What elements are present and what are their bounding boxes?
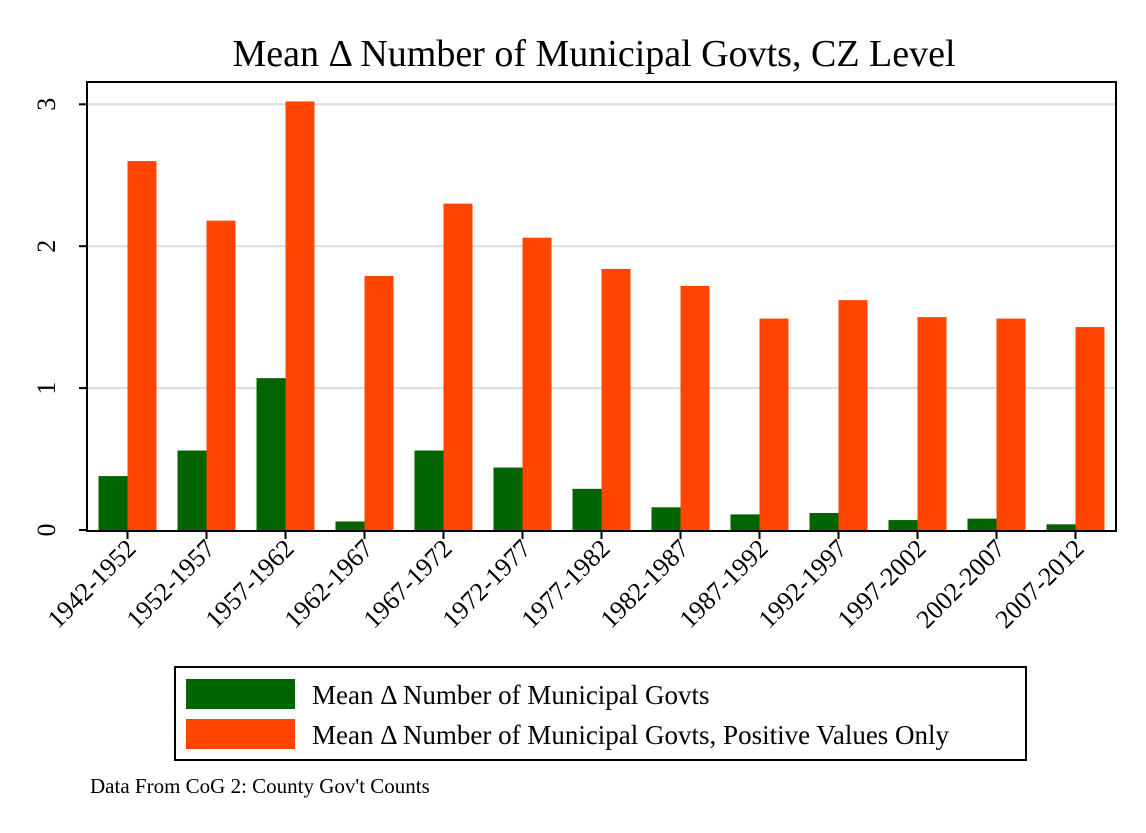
- bar-series-1: [522, 237, 552, 530]
- bar-series-1: [601, 268, 631, 530]
- y-tick-label: 2: [32, 240, 61, 253]
- bar-series-0: [493, 467, 523, 530]
- bar-series-0: [414, 450, 444, 530]
- y-tick-label: 3: [32, 98, 61, 111]
- bar-series-0: [1046, 524, 1076, 530]
- bar-series-1: [759, 318, 789, 530]
- bar-series-0: [98, 476, 128, 530]
- x-axis: 1942-19521952-19571957-19621962-19671967…: [42, 531, 1090, 634]
- legend-box: [174, 666, 1027, 761]
- bars: [98, 101, 1105, 531]
- y-tick-label: 0: [32, 524, 61, 537]
- legend-label-series-0: Mean Δ Number of Municipal Govts: [312, 680, 710, 710]
- legend-swatch-series-1: [186, 719, 295, 749]
- bar-series-0: [335, 521, 365, 530]
- bar-series-0: [651, 507, 681, 530]
- bar-series-1: [1075, 327, 1105, 530]
- bar-series-1: [680, 285, 710, 530]
- chart-title: Mean Δ Number of Municipal Govts, CZ Lev…: [232, 33, 955, 75]
- bar-series-0: [256, 378, 286, 530]
- bar-series-0: [177, 450, 207, 530]
- bar-series-0: [888, 520, 918, 530]
- bar-series-1: [127, 161, 157, 531]
- legend: Mean Δ Number of Municipal Govts Mean Δ …: [174, 666, 1027, 761]
- bar-series-1: [364, 275, 394, 530]
- legend-label-series-1: Mean Δ Number of Municipal Govts, Positi…: [312, 720, 950, 750]
- bar-series-1: [996, 318, 1026, 530]
- y-tick-label: 1: [32, 382, 61, 395]
- bar-series-1: [285, 101, 315, 530]
- source-note: Data From CoG 2: County Gov't Counts: [90, 774, 430, 798]
- bar-series-1: [917, 317, 947, 530]
- bar-series-1: [443, 203, 473, 530]
- bar-series-0: [809, 512, 839, 530]
- bar-series-0: [572, 488, 602, 530]
- legend-swatch-series-0: [186, 679, 295, 709]
- bar-series-0: [967, 518, 997, 530]
- bar-series-1: [838, 300, 868, 530]
- y-axis: 0 1 2 3: [32, 98, 87, 537]
- bar-series-0: [730, 514, 760, 530]
- bar-series-1: [206, 220, 236, 530]
